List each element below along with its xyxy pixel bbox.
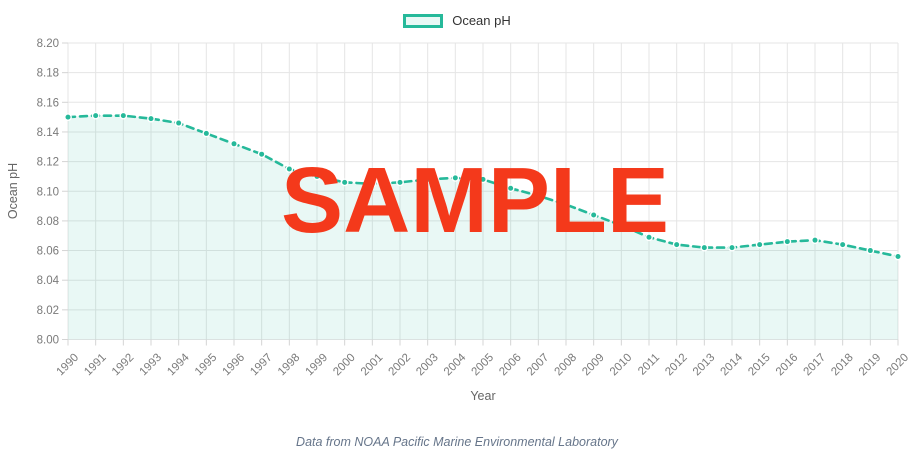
- data-point: [202, 129, 211, 138]
- x-tick-label: 1994: [165, 351, 192, 378]
- data-point: [396, 178, 404, 187]
- legend-swatch-icon: [403, 13, 444, 28]
- x-tick-label: 2003: [414, 352, 441, 379]
- x-tick-label: 1992: [110, 352, 137, 379]
- x-tick-label: 2009: [580, 352, 607, 379]
- data-point: [451, 174, 460, 182]
- x-tick-label: 2016: [774, 352, 801, 379]
- x-tick-label: 2007: [525, 352, 552, 379]
- y-tick-label: 8.00: [37, 335, 59, 347]
- data-point: [230, 139, 238, 148]
- y-tick-label: 8.04: [37, 275, 60, 287]
- x-tick-label: 1999: [304, 352, 331, 379]
- data-point: [257, 150, 266, 159]
- data-point: [700, 243, 709, 252]
- data-point: [562, 200, 570, 209]
- y-axis-title: Ocean pH: [6, 163, 20, 219]
- x-tick-label: 1991: [82, 352, 109, 379]
- gridlines: [67, 42, 899, 340]
- legend-item-ocean-ph[interactable]: Ocean pH: [0, 13, 914, 28]
- y-tick-label: 8.18: [37, 68, 59, 80]
- x-tick-label: 2008: [553, 352, 580, 379]
- y-tick-label: 8.10: [37, 186, 59, 198]
- x-tick-label: 1990: [55, 352, 82, 379]
- x-tick-label: 1993: [138, 352, 165, 379]
- x-tick-label: 2002: [387, 352, 414, 379]
- x-tick-label: 2018: [829, 352, 856, 379]
- data-point: [755, 240, 764, 249]
- x-tick-label: 1998: [276, 352, 303, 379]
- x-tick-label: 1995: [193, 352, 220, 379]
- x-tick-label: 2019: [857, 352, 884, 379]
- data-point: [479, 175, 487, 184]
- data-point: [534, 191, 543, 200]
- data-point: [728, 243, 736, 252]
- y-tick-label: 8.06: [37, 246, 59, 258]
- data-point: [811, 236, 819, 245]
- data-point: [64, 113, 72, 122]
- x-tick-label: 2010: [608, 352, 635, 379]
- data-point: [368, 179, 377, 188]
- data-point: [340, 178, 349, 187]
- area-fill: [68, 115, 898, 340]
- data-point: [147, 114, 155, 123]
- data-point: [617, 221, 626, 230]
- x-tick-label: 2017: [802, 352, 829, 379]
- data-point: [91, 111, 100, 120]
- data-point: [119, 111, 128, 120]
- caption: Data from NOAA Pacific Marine Environmen…: [296, 435, 618, 449]
- data-point: [174, 119, 183, 127]
- data-point: [313, 172, 321, 181]
- y-axis-ticks: 8.00 8.02 8.04 8.06 8.08 8.10 8.12 8.14 8.16 8.18…: [37, 38, 68, 347]
- data-point: [838, 240, 847, 249]
- data-point: [589, 211, 598, 219]
- data-point: [285, 165, 294, 173]
- x-tick-label: 2001: [359, 352, 386, 379]
- data-point: [423, 175, 432, 184]
- y-tick-label: 8.12: [37, 157, 59, 169]
- y-tick-label: 8.02: [37, 305, 59, 317]
- y-tick-label: 8.20: [37, 38, 59, 50]
- x-tick-label: 2005: [470, 352, 497, 379]
- x-axis-title: Year: [470, 389, 495, 403]
- x-tick-label: 1996: [221, 352, 248, 379]
- data-point: [645, 233, 653, 242]
- x-tick-label: 2006: [497, 352, 524, 379]
- x-tick-label: 2013: [691, 352, 718, 379]
- data-point: [894, 252, 902, 261]
- x-tick-label: 2011: [636, 352, 662, 378]
- data-point: [506, 184, 515, 193]
- x-tick-label: 2012: [663, 352, 690, 379]
- sample-watermark: SAMPLE: [281, 148, 669, 252]
- x-tick-label: 2000: [331, 352, 358, 379]
- data-point: [783, 237, 792, 246]
- x-tick-label: 2015: [746, 352, 773, 379]
- y-tick-label: 8.16: [37, 97, 59, 109]
- y-tick-label: 8.14: [37, 127, 60, 139]
- x-tick-label: 2004: [442, 351, 469, 378]
- x-axis-ticks: 1990 1991 1992 1993 1994 1995 1996 1997 1998 1999…: [55, 339, 912, 379]
- legend-label: Ocean pH: [452, 13, 511, 28]
- y-tick-label: 8.08: [37, 216, 59, 228]
- x-tick-label: 2014: [719, 351, 746, 378]
- data-point: [672, 240, 681, 249]
- series-ocean-ph: [64, 111, 902, 340]
- data-point: [866, 246, 875, 255]
- x-tick-label: 2020: [885, 352, 912, 379]
- x-tick-label: 1997: [248, 352, 275, 379]
